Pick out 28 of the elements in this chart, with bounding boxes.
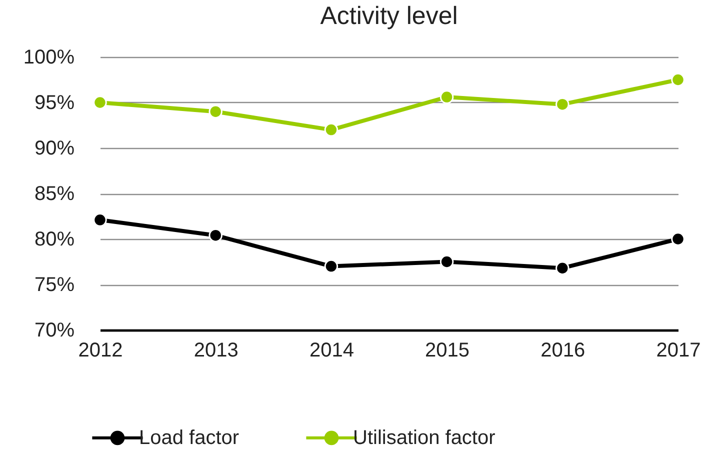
point bbox=[93, 96, 107, 110]
y-tick-label: 80% bbox=[34, 228, 75, 250]
point bbox=[556, 97, 570, 112]
chart-title: Activity level bbox=[320, 2, 458, 30]
point bbox=[671, 72, 685, 87]
legend-label: Utilisation factor bbox=[353, 426, 496, 449]
point bbox=[208, 104, 222, 118]
point bbox=[208, 228, 222, 242]
y-tick-label: 85% bbox=[34, 183, 75, 205]
point bbox=[671, 232, 685, 246]
y-tick-label: 75% bbox=[34, 274, 75, 296]
x-tick-label: 2012 bbox=[78, 340, 123, 362]
y-tick-label: 95% bbox=[34, 92, 75, 114]
x-tick-label: 2017 bbox=[656, 340, 701, 362]
point bbox=[324, 259, 338, 274]
y-tick-label: 70% bbox=[34, 320, 75, 342]
x-tick-label: 2014 bbox=[309, 340, 354, 362]
y-tick-label: 90% bbox=[34, 138, 75, 160]
point bbox=[440, 90, 454, 104]
y-tick-label: 100% bbox=[23, 46, 75, 68]
point bbox=[556, 261, 570, 275]
point bbox=[440, 254, 454, 269]
x-tick-label: 2016 bbox=[540, 340, 586, 362]
legend-label: Load factor bbox=[139, 426, 240, 449]
point bbox=[93, 213, 107, 227]
x-tick-label: 2013 bbox=[194, 340, 238, 362]
x-tick-label: 2015 bbox=[425, 340, 470, 362]
point bbox=[324, 122, 338, 137]
